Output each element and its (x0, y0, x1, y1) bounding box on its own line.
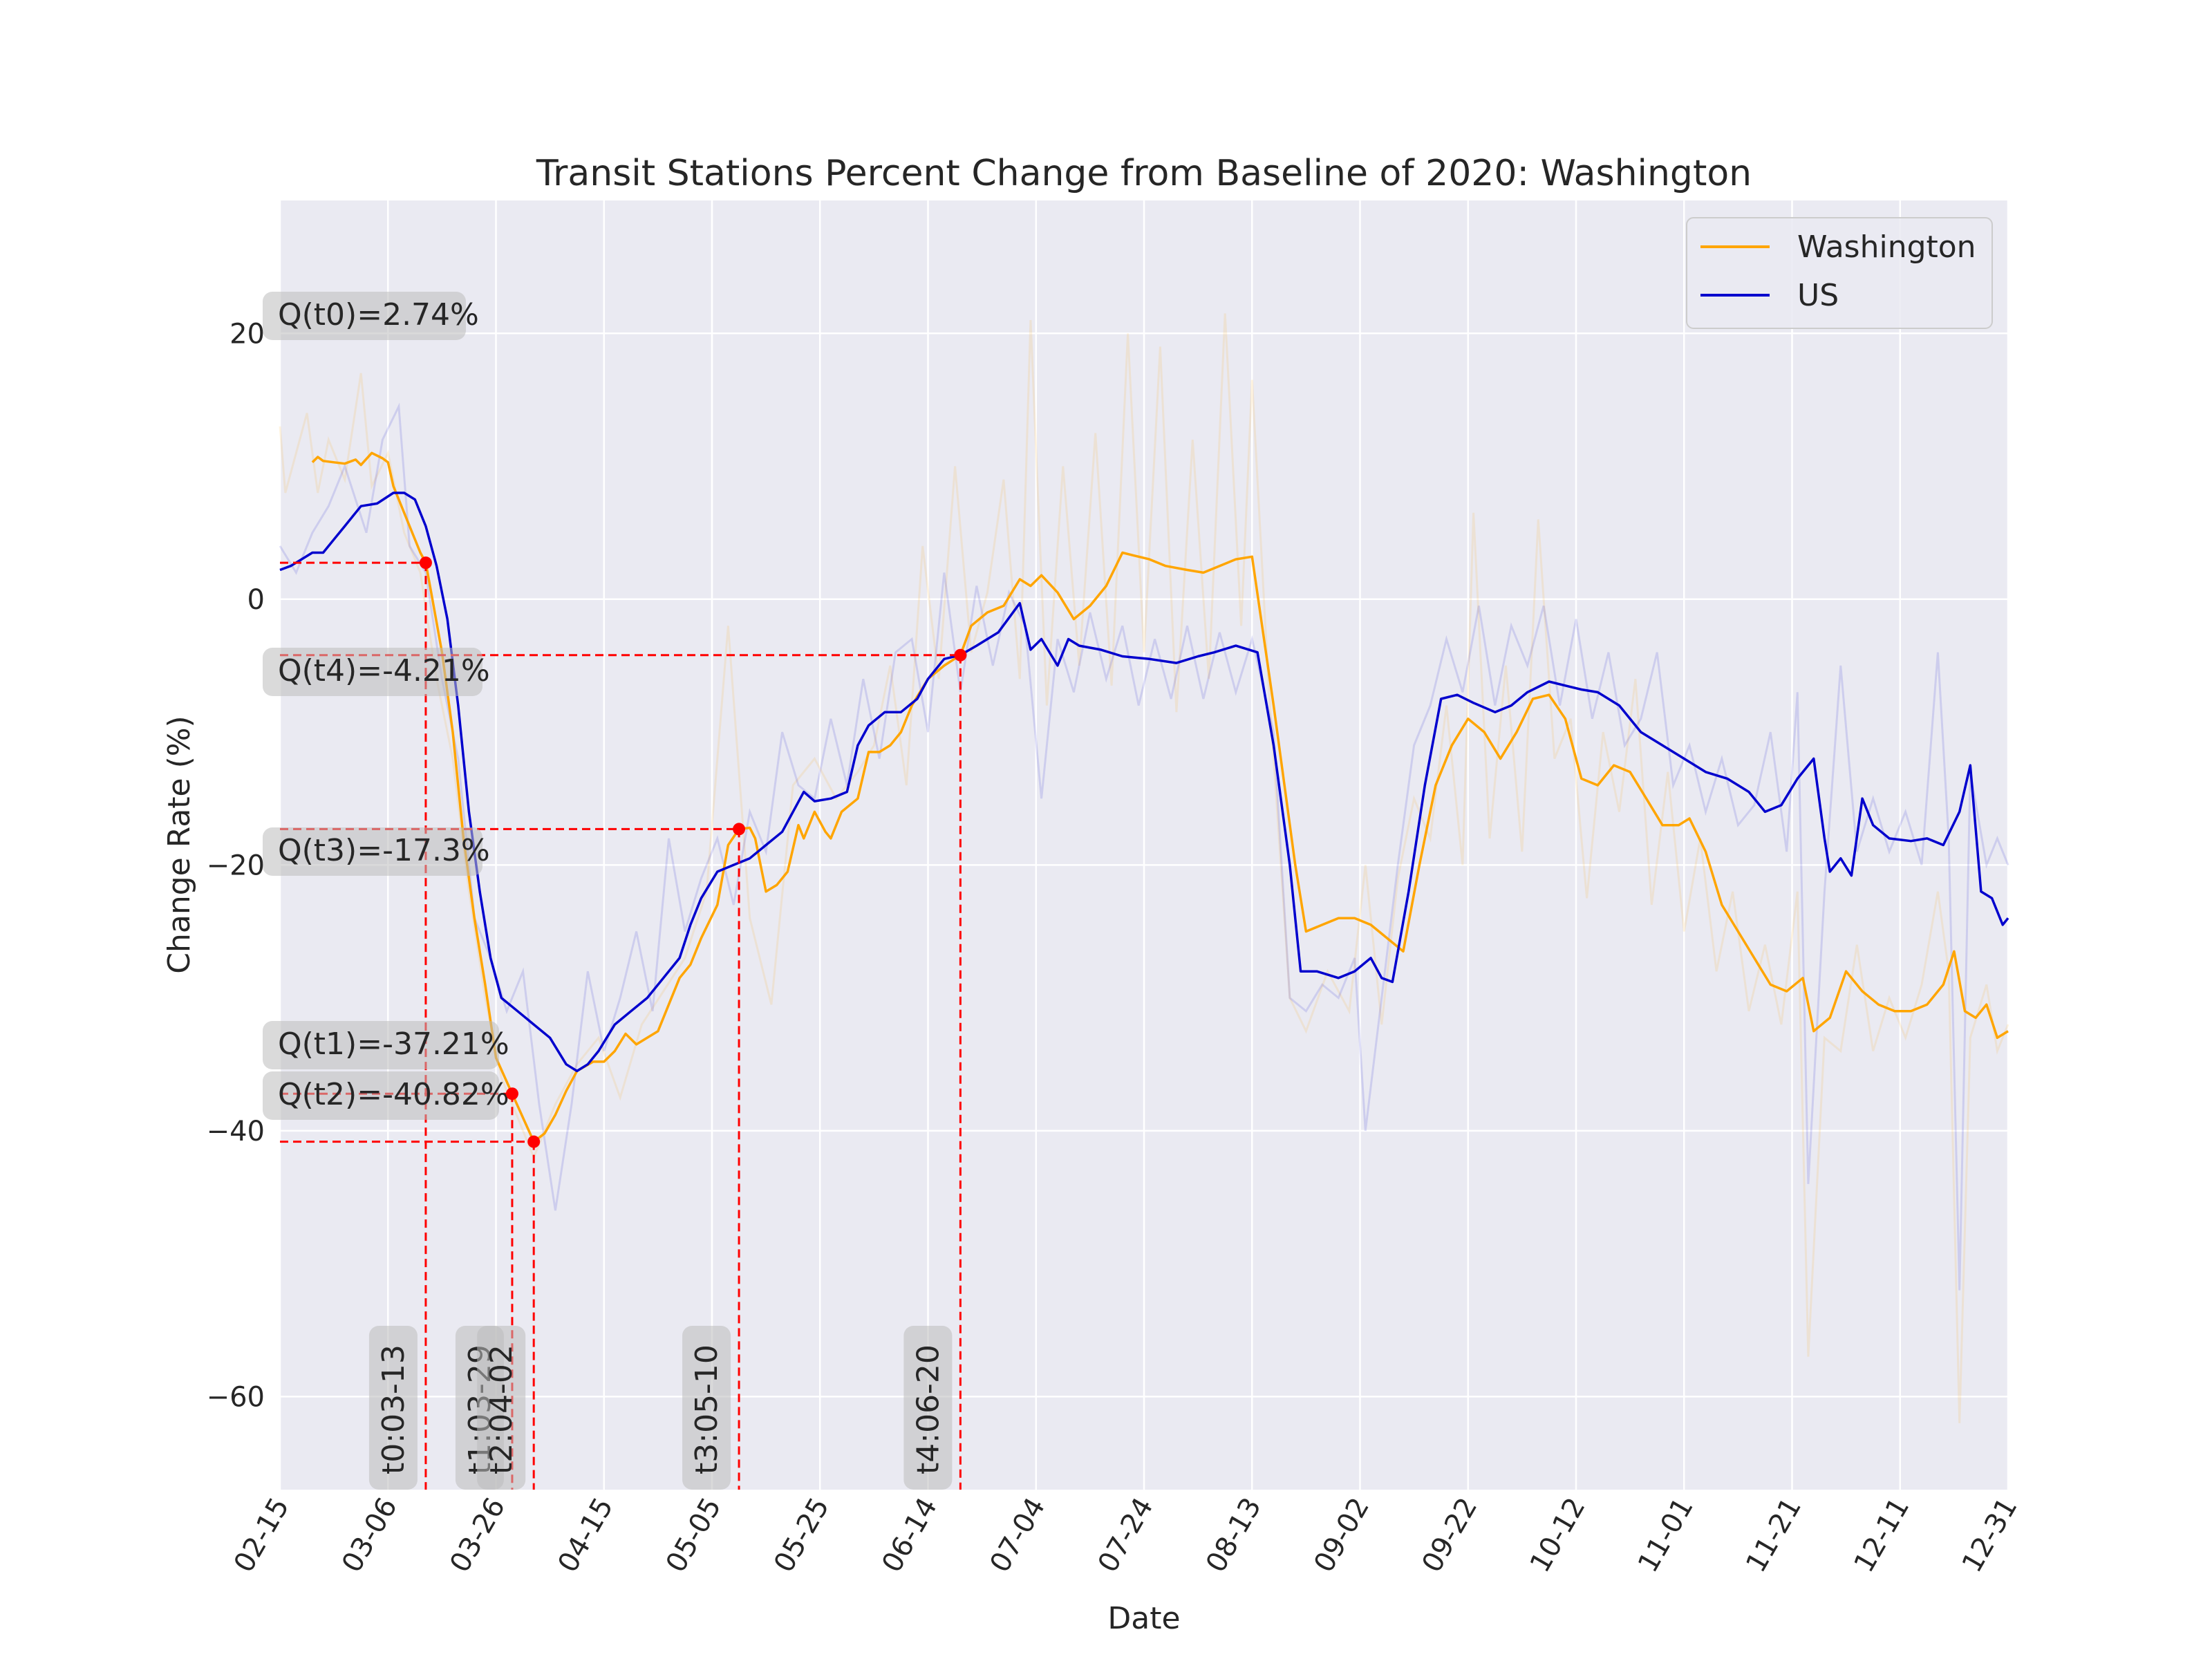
date-label-box (477, 1326, 526, 1490)
date-label: t2:04-02 (484, 1344, 519, 1474)
annotation-marker (954, 648, 967, 662)
value-label: Q(t3)=-17.3% (278, 833, 490, 868)
annotation-marker (419, 556, 432, 570)
grid (279, 200, 2009, 1490)
value-label-box (263, 292, 466, 340)
y-tick-label: 20 (229, 318, 265, 350)
value-label-box (263, 1021, 499, 1069)
legend-label-us: US (1797, 278, 1839, 313)
value-label: Q(t4)=-4.21% (278, 653, 490, 688)
y-axis-label: Change Rate (%) (162, 715, 197, 973)
value-label-box (263, 648, 482, 696)
value-label: Q(t2)=-40.82% (278, 1077, 509, 1112)
annotation-marker (733, 823, 746, 836)
value-annotation-labels: Q(t0)=2.74% Q(t1)=-37.21% Q(t2)=-40.82% Q(t… (263, 292, 509, 1120)
date-label: t0:03-13 (376, 1344, 411, 1474)
annotation-marker (505, 1087, 518, 1100)
series-line-us (279, 491, 2009, 1073)
y-axis-ticks: 20 0 −20 −40 −60 (207, 318, 265, 1413)
x-axis-label: Date (1107, 1601, 1180, 1636)
legend-label-washington: Washington (1797, 229, 1976, 265)
y-tick-label: −20 (207, 850, 265, 881)
date-label: t4:06-20 (910, 1344, 946, 1474)
y-tick-label: −40 (207, 1116, 265, 1147)
date-label-box (903, 1326, 953, 1490)
annotation-marker (527, 1135, 541, 1148)
y-tick-label: −60 (207, 1381, 265, 1413)
annotation-markers (419, 556, 967, 1148)
smoothed-series-lines (279, 451, 2009, 1143)
date-label: t3:05-10 (689, 1344, 724, 1474)
value-label-box (263, 827, 482, 876)
series-raw-line-us (279, 402, 2009, 1291)
value-label-box (263, 1071, 499, 1120)
date-label-box (682, 1326, 731, 1490)
value-label: Q(t0)=2.74% (278, 297, 479, 332)
value-label: Q(t1)=-37.21% (278, 1027, 509, 1062)
series-line-washington (311, 451, 2009, 1143)
chart-title: Transit Stations Percent Change from Bas… (536, 153, 1752, 194)
y-tick-label: 0 (247, 584, 265, 616)
legend: Washington US (1686, 217, 1993, 329)
date-label-box (368, 1326, 418, 1490)
